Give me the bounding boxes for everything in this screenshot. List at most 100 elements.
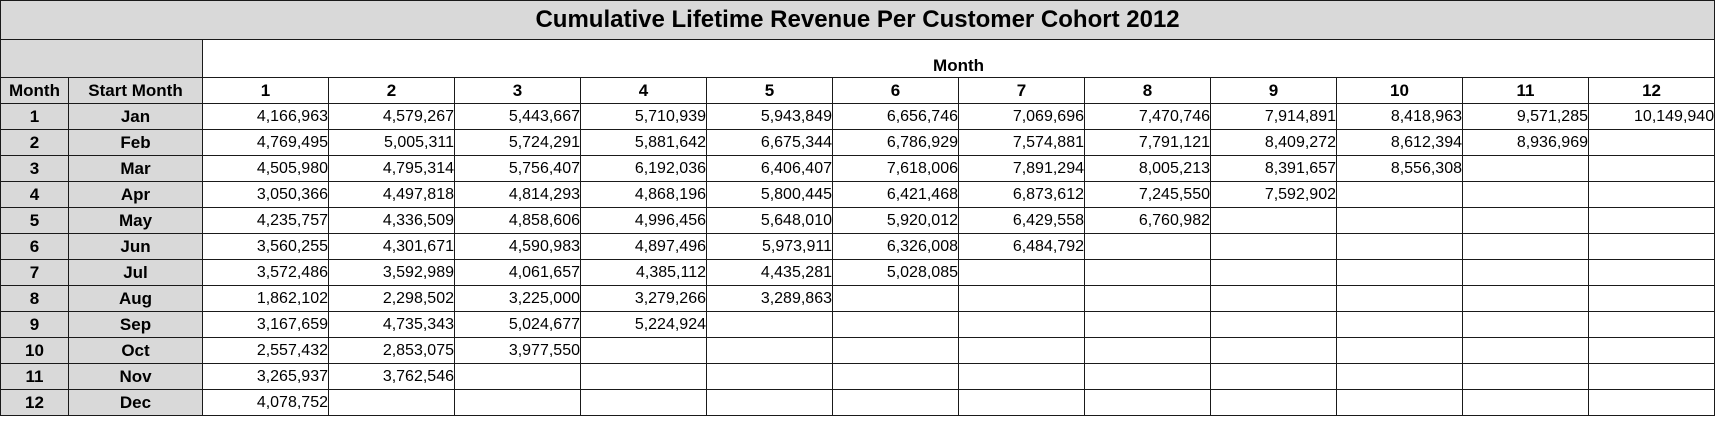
row-start-month: Sep [68, 311, 203, 338]
revenue-cell: 3,592,989 [328, 259, 455, 286]
revenue-cell [1587, 363, 1715, 390]
column-header-8: 8 [1084, 77, 1211, 104]
revenue-cell: 6,484,792 [958, 233, 1085, 260]
revenue-cell [1587, 337, 1715, 364]
revenue-cell: 8,936,969 [1462, 129, 1589, 156]
column-header-12: 12 [1587, 77, 1715, 104]
revenue-cell: 5,710,939 [580, 103, 707, 130]
row-month-number: 10 [0, 337, 69, 364]
row-start-month: Nov [68, 363, 203, 390]
revenue-cell [1084, 337, 1211, 364]
row-month-number: 7 [0, 259, 69, 286]
revenue-cell: 8,005,213 [1084, 155, 1211, 182]
revenue-cell [580, 363, 707, 390]
revenue-cell [1462, 311, 1589, 338]
revenue-cell: 2,853,075 [328, 337, 455, 364]
revenue-cell [1336, 389, 1463, 416]
column-header-1: 1 [202, 77, 329, 104]
revenue-cell [1587, 285, 1715, 312]
revenue-cell: 7,592,902 [1210, 181, 1337, 208]
revenue-cell: 7,618,006 [832, 155, 959, 182]
revenue-cell: 4,505,980 [202, 155, 329, 182]
revenue-cell: 9,571,285 [1462, 103, 1589, 130]
row-month-number: 2 [0, 129, 69, 156]
revenue-cell: 4,166,963 [202, 103, 329, 130]
revenue-cell [580, 337, 707, 364]
revenue-cell [1084, 259, 1211, 286]
revenue-cell [1462, 181, 1589, 208]
row-month-number: 1 [0, 103, 69, 130]
revenue-cell: 4,868,196 [580, 181, 707, 208]
table-row: 8 Aug 1,862,102 2,298,502 3,225,000 3,279,266… [0, 285, 1715, 312]
revenue-cell: 4,579,267 [328, 103, 455, 130]
column-header-4: 4 [580, 77, 707, 104]
revenue-cell [832, 285, 959, 312]
table-row: 2 Feb 4,769,495 5,005,311 5,724,291 5,881,642… [0, 129, 1715, 156]
revenue-cell: 3,572,486 [202, 259, 329, 286]
revenue-cell: 4,497,818 [328, 181, 455, 208]
column-header-6: 6 [832, 77, 959, 104]
table-row: 1 Jan 4,166,963 4,579,267 5,443,667 5,710,939… [0, 103, 1715, 130]
revenue-cell [1462, 259, 1589, 286]
revenue-cell: 5,800,445 [706, 181, 833, 208]
revenue-cell: 4,435,281 [706, 259, 833, 286]
revenue-cell: 7,891,294 [958, 155, 1085, 182]
revenue-cell: 5,648,010 [706, 207, 833, 234]
revenue-cell [706, 337, 833, 364]
revenue-cell [1587, 155, 1715, 182]
revenue-cell: 4,996,456 [580, 207, 707, 234]
row-start-month: Oct [68, 337, 203, 364]
revenue-cell: 4,897,496 [580, 233, 707, 260]
revenue-cell [1462, 233, 1589, 260]
cohort-table-sheet: Cumulative Lifetime Revenue Per Customer… [0, 0, 1715, 416]
row-start-month: Apr [68, 181, 203, 208]
row-start-month: May [68, 207, 203, 234]
row-month-number: 4 [0, 181, 69, 208]
table-title: Cumulative Lifetime Revenue Per Customer… [0, 0, 1715, 40]
column-header-11: 11 [1462, 77, 1589, 104]
revenue-cell: 5,920,012 [832, 207, 959, 234]
revenue-cell [706, 363, 833, 390]
row-start-month: Dec [68, 389, 203, 416]
revenue-cell: 8,418,963 [1336, 103, 1463, 130]
row-start-month: Jun [68, 233, 203, 260]
revenue-cell [1210, 363, 1337, 390]
revenue-cell [1462, 285, 1589, 312]
revenue-cell [328, 389, 455, 416]
row-start-month: Feb [68, 129, 203, 156]
revenue-cell [958, 389, 1085, 416]
revenue-cell [1210, 389, 1337, 416]
column-header-2: 2 [328, 77, 455, 104]
revenue-cell: 5,024,677 [454, 311, 581, 338]
revenue-cell: 4,795,314 [328, 155, 455, 182]
revenue-cell: 4,061,657 [454, 259, 581, 286]
revenue-cell: 6,656,746 [832, 103, 959, 130]
revenue-cell [706, 311, 833, 338]
row-start-month: Aug [68, 285, 203, 312]
revenue-cell [1336, 259, 1463, 286]
revenue-cell: 3,279,266 [580, 285, 707, 312]
revenue-cell: 7,470,746 [1084, 103, 1211, 130]
revenue-cell [1084, 363, 1211, 390]
revenue-cell: 7,574,881 [958, 129, 1085, 156]
row-month-number: 5 [0, 207, 69, 234]
revenue-cell [1210, 311, 1337, 338]
revenue-cell [832, 337, 959, 364]
row-start-month: Jan [68, 103, 203, 130]
revenue-cell [706, 389, 833, 416]
revenue-cell [1336, 181, 1463, 208]
row-month-number: 9 [0, 311, 69, 338]
revenue-cell [580, 389, 707, 416]
revenue-cell: 3,265,937 [202, 363, 329, 390]
revenue-cell: 4,769,495 [202, 129, 329, 156]
revenue-cell [1587, 389, 1715, 416]
table-row: 7 Jul 3,572,486 3,592,989 4,061,657 4,385,112… [0, 259, 1715, 286]
revenue-cell: 7,791,121 [1084, 129, 1211, 156]
table-row: 12 Dec 4,078,752 [0, 389, 1715, 416]
column-header-9: 9 [1210, 77, 1337, 104]
revenue-cell: 7,914,891 [1210, 103, 1337, 130]
revenue-cell [1210, 337, 1337, 364]
header-blank-cell [0, 39, 203, 78]
revenue-cell: 4,735,343 [328, 311, 455, 338]
revenue-cell: 8,409,272 [1210, 129, 1337, 156]
